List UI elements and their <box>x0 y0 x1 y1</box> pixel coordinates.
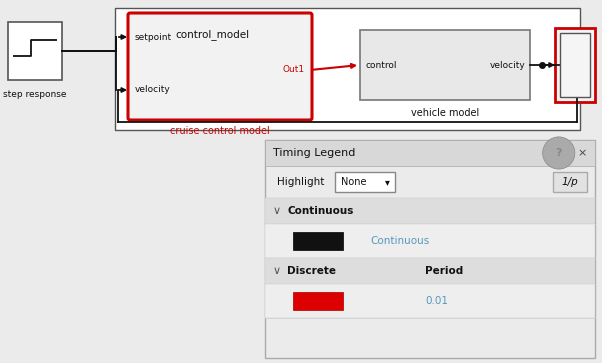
Text: Out1: Out1 <box>283 65 305 74</box>
Text: control_model: control_model <box>175 29 249 40</box>
Bar <box>265 140 595 358</box>
Bar <box>553 172 587 192</box>
Text: Continuous: Continuous <box>287 206 353 216</box>
Bar <box>293 232 343 250</box>
Text: Discrete: Discrete <box>287 266 336 276</box>
Bar <box>265 198 595 224</box>
Text: ¦: ¦ <box>569 148 573 158</box>
Text: velocity: velocity <box>135 86 171 94</box>
Bar <box>115 8 580 130</box>
Text: Continuous: Continuous <box>370 236 429 246</box>
Text: velocity: velocity <box>489 61 525 69</box>
Text: ?: ? <box>556 148 562 158</box>
Bar <box>360 30 530 100</box>
Text: vehicle model: vehicle model <box>411 108 479 118</box>
Text: ×: × <box>578 148 587 158</box>
Text: ∨: ∨ <box>273 206 281 216</box>
Text: Timing Legend: Timing Legend <box>273 148 355 158</box>
Bar <box>265 140 595 166</box>
Bar <box>335 172 395 192</box>
Text: setpoint: setpoint <box>135 33 172 41</box>
Bar <box>8 22 62 80</box>
Text: cruise control model: cruise control model <box>170 126 270 136</box>
Text: control: control <box>365 61 397 69</box>
Text: step response: step response <box>3 90 67 99</box>
Text: 0.01: 0.01 <box>425 296 448 306</box>
Bar <box>555 28 595 102</box>
Text: Period: Period <box>425 266 464 276</box>
Text: ∨: ∨ <box>273 266 281 276</box>
Bar <box>293 292 343 310</box>
Text: Highlight: Highlight <box>277 177 324 187</box>
Bar <box>560 33 590 97</box>
Bar <box>265 284 595 318</box>
FancyBboxPatch shape <box>128 13 312 120</box>
Text: None: None <box>341 177 367 187</box>
Bar <box>265 224 595 258</box>
Bar <box>265 258 595 284</box>
Text: ▾: ▾ <box>385 177 390 187</box>
Text: 1/p: 1/p <box>562 177 579 187</box>
